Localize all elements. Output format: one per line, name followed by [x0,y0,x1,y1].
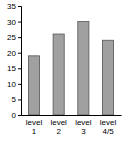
y-tick: 20 [7,49,21,58]
y-tick-mark [18,115,21,116]
y-tick-mark [18,68,21,69]
x-tick-label-line: level [26,118,43,127]
x-axis: level1level2level3level4/5 [22,115,122,136]
x-tick: level1 [26,115,43,136]
y-tick: 0 [12,111,21,120]
y-tick-mark [18,99,21,100]
x-tick-label: level3 [75,118,92,136]
x-tick-label: level2 [50,118,67,136]
y-axis: 0 5 10 15 20 25 30 35 [7,2,21,120]
y-tick-label: 25 [7,33,16,42]
x-tick-label-line: level [75,118,92,127]
bar [102,40,113,115]
y-tick-label: 0 [12,111,17,120]
y-axis-line [18,7,22,116]
x-tick-label-line: level [50,118,67,127]
x-axis-line [22,115,122,116]
x-tick-label: level4/5 [100,118,117,136]
x-tick-label-line: 2 [56,127,61,136]
y-tick-mark [18,22,21,23]
y-tick-label: 15 [7,64,16,73]
y-tick-label: 35 [7,2,16,11]
y-tick-label: 5 [12,95,17,104]
x-tick-label: level1 [26,118,43,136]
bars [28,22,113,115]
plot: 05101520253035level1level2level3level4/5 [7,2,121,136]
y-tick-mark [18,37,21,38]
y-tick-mark [18,84,21,85]
x-tick-label-line: 3 [81,127,86,136]
bar [53,34,64,115]
chart: 05101520253035level1level2level3level4/5 [0,0,125,143]
y-tick: 15 [7,64,21,73]
bar [28,56,39,115]
y-tick: 25 [7,33,21,42]
y-tick: 30 [7,18,21,27]
x-tick-label-line: 1 [32,127,37,136]
x-tick-label-line: 4/5 [102,127,114,136]
bar [78,22,89,115]
y-tick-label: 10 [7,80,16,89]
y-tick-label: 30 [7,18,16,27]
x-tick-label-line: level [100,118,117,127]
x-tick: level2 [50,115,67,136]
x-tick: level3 [75,115,92,136]
y-tick: 5 [12,95,21,104]
y-tick: 10 [7,80,21,89]
y-tick-mark [18,53,21,54]
y-tick: 35 [7,2,21,11]
y-tick-mark [18,6,21,7]
x-tick: level4/5 [100,115,117,136]
y-tick-label: 20 [7,49,16,58]
